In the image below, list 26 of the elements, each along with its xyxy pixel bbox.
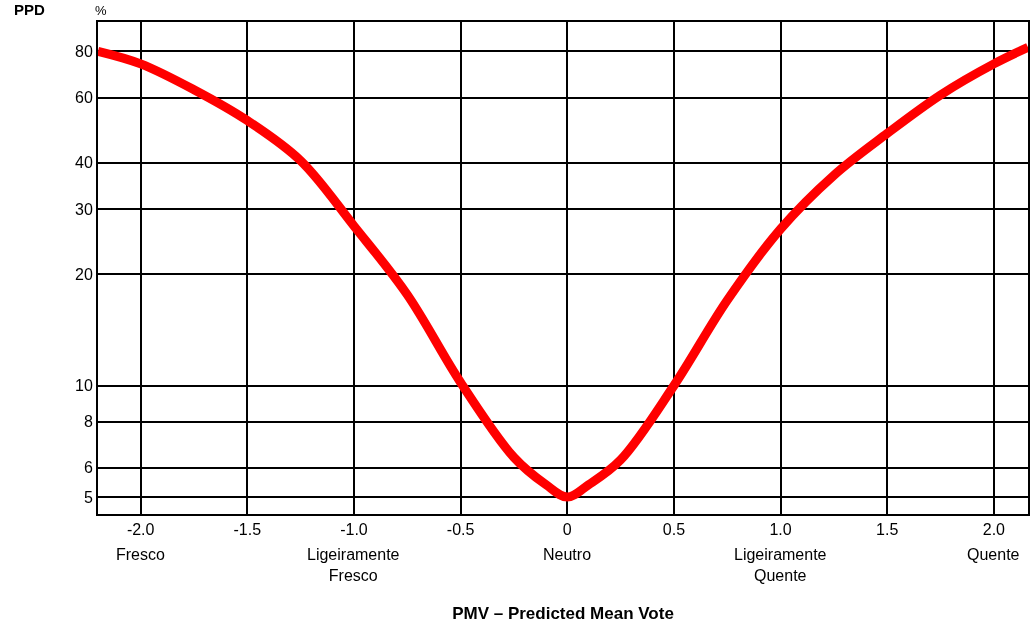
x-tick-label: -0.5	[446, 521, 475, 539]
x-axis-title: PMV – Predicted Mean Vote	[452, 604, 674, 624]
y-tick-label: 5	[83, 488, 93, 506]
text: Quente	[967, 546, 1020, 563]
x-tick-label: 0.5	[662, 521, 686, 539]
text: Neutro	[543, 546, 592, 563]
y-tick-label: 20	[75, 265, 93, 283]
x-tick-label: -2.0	[126, 521, 155, 539]
y-tick-label: 30	[75, 200, 93, 218]
x-tick-label: -1.0	[340, 521, 368, 539]
y-tick-label: 10	[75, 377, 93, 395]
text: Ligeiramente Fresco	[307, 546, 400, 584]
y-axis-title: PPD	[14, 1, 46, 18]
x-tick-label: 0	[562, 521, 572, 539]
x-tick-label: -1.5	[233, 521, 262, 539]
y-tick-label: 8	[83, 413, 93, 431]
text: Ligeiramente Quente	[734, 546, 827, 584]
text: %	[95, 3, 107, 18]
y-tick-label: 80	[75, 42, 93, 60]
y-tick-label: 6	[83, 459, 93, 477]
x-tick-label: 1.5	[876, 521, 899, 539]
x-tick-label: 1.0	[769, 521, 792, 539]
x-tick-label: 2.0	[982, 521, 1006, 539]
y-tick-label: 40	[75, 154, 93, 172]
text: Fresco	[116, 546, 165, 563]
y-tick-label: 60	[75, 89, 93, 107]
